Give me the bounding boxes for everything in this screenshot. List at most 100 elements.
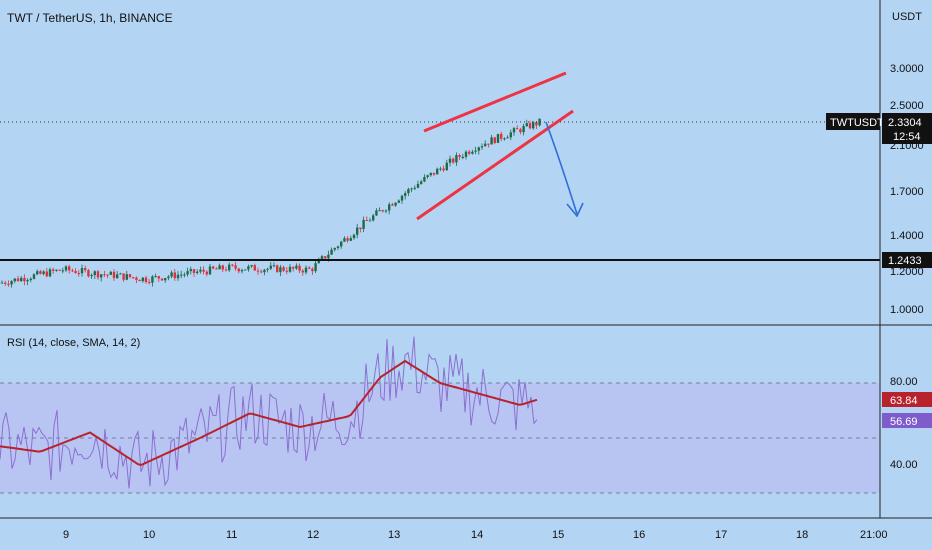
candle-body: [228, 264, 231, 271]
candle-body: [340, 241, 343, 247]
candle-body: [189, 269, 192, 272]
candle-body: [151, 276, 154, 283]
time-tick: 9: [63, 529, 69, 541]
candle-body: [29, 278, 32, 281]
candle-body: [215, 268, 218, 270]
symbol-tag-label: TWTUSDT: [830, 117, 884, 129]
candle-body: [42, 271, 45, 274]
candle-body: [135, 277, 138, 280]
time-tick: 16: [633, 529, 645, 541]
wedge-lower-trendline[interactable]: [416, 109, 574, 221]
candle-body: [64, 266, 68, 271]
price-tick: 1.0000: [890, 304, 924, 316]
countdown-value: 12:54: [893, 131, 921, 143]
candle-body: [426, 175, 429, 177]
candle-body: [490, 137, 493, 145]
candle-body: [317, 259, 320, 264]
candle-body: [324, 256, 327, 259]
rsi-tick: 40.00: [890, 459, 918, 471]
candle-body: [461, 156, 464, 158]
candle-body: [202, 269, 205, 272]
candle-body: [138, 279, 141, 282]
candle-body: [311, 268, 314, 272]
time-tick: 21:00: [860, 529, 888, 541]
candle-body: [196, 271, 199, 273]
candle-body: [58, 269, 61, 271]
candle-body: [295, 265, 298, 269]
candle-body: [474, 150, 477, 152]
candle-body: [448, 158, 452, 163]
candle-body: [269, 265, 272, 269]
candle-body: [500, 133, 503, 139]
candle-body: [407, 189, 410, 194]
candle-body: [90, 275, 93, 277]
candle-body: [112, 271, 116, 279]
candle-body: [391, 204, 394, 206]
candle-body: [141, 277, 144, 282]
rsi-indicator-label[interactable]: RSI (14, close, SMA, 14, 2): [7, 337, 140, 349]
candle-body: [298, 265, 301, 271]
candle-body: [516, 128, 519, 130]
wedge-upper-trendline[interactable]: [423, 71, 567, 133]
candle-body: [400, 195, 404, 201]
candle-body: [413, 187, 416, 189]
candle-body: [186, 271, 189, 275]
candle-body: [16, 278, 20, 282]
candle-body: [404, 193, 407, 196]
candle-body: [160, 278, 164, 281]
level-tag: [882, 252, 932, 268]
candle-body: [192, 269, 196, 273]
candle-body: [23, 277, 26, 282]
candle-body: [301, 270, 304, 273]
time-tick: 17: [715, 529, 727, 541]
candle-body: [292, 266, 295, 269]
candle-body: [410, 188, 413, 190]
candle-body: [420, 181, 423, 184]
candle-body: [221, 265, 224, 270]
down-arrow-head: [566, 202, 584, 218]
symbol-title: TWT / TetherUS, 1h, BINANCE: [7, 11, 173, 25]
candle-body: [384, 210, 388, 212]
candle-body: [352, 234, 356, 239]
rsi-sma-value: 63.84: [890, 395, 918, 407]
down-arrow[interactable]: [545, 121, 578, 215]
candle-body: [356, 227, 359, 235]
candle-body: [244, 269, 247, 271]
candle-body: [7, 283, 10, 285]
rsi-value: 56.69: [890, 416, 918, 428]
candle-body: [464, 151, 468, 157]
candle-body: [436, 168, 439, 175]
candle-body: [282, 267, 285, 271]
price-tick: 3.0000: [890, 63, 924, 75]
candle-body: [359, 227, 362, 230]
time-tick: 12: [307, 529, 319, 541]
candle-body: [308, 267, 311, 269]
rsi-value-tag: [882, 413, 932, 428]
candle-body: [170, 272, 173, 277]
candle-body: [314, 263, 317, 272]
candle-body: [336, 246, 340, 249]
candle-body: [205, 271, 208, 275]
candle-body: [100, 274, 103, 278]
candle-body: [74, 271, 77, 274]
price-unit-label: USDT: [892, 11, 922, 23]
price-tick: 1.4000: [890, 230, 924, 242]
time-tick: 13: [388, 529, 400, 541]
candle-body: [240, 270, 244, 272]
candle-body: [512, 128, 516, 133]
candle-body: [458, 155, 461, 157]
candle-body: [368, 220, 372, 222]
candle-body: [477, 147, 480, 151]
candle-body: [144, 277, 148, 283]
candle-body: [247, 266, 250, 270]
candle-body: [26, 280, 29, 282]
candle-body: [378, 210, 381, 212]
candle-body: [519, 129, 522, 133]
candle-body: [532, 122, 535, 129]
candle-body: [106, 274, 109, 276]
candle-body: [522, 126, 525, 133]
candle-body: [471, 151, 474, 154]
candle-body: [362, 219, 365, 230]
candle-body: [173, 272, 176, 279]
